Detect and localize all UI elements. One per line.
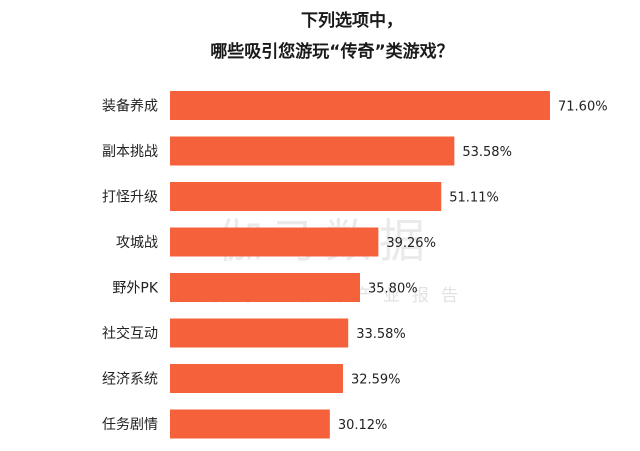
chart-title-line-1: 下列选项中， <box>301 10 403 31</box>
bar-4 <box>170 227 379 257</box>
category-label-4: 攻城战 <box>116 235 158 251</box>
chart-title: 下列选项中， 哪些吸引您游玩“传奇”类游戏？ <box>210 10 453 62</box>
value-label-2: 53.58% <box>462 145 512 160</box>
category-label-2: 副本挑战 <box>102 144 158 160</box>
category-label-1: 装备养成 <box>102 98 158 115</box>
bar-1 <box>170 91 550 120</box>
value-label-6: 33.58% <box>356 327 406 342</box>
value-label-1: 71.60% <box>558 100 608 115</box>
value-label-8: 30.12% <box>338 418 388 433</box>
value-label-5: 35.80% <box>368 282 418 297</box>
value-label-4: 39.26% <box>386 236 436 251</box>
bar-2 <box>170 136 455 166</box>
bar-3 <box>170 182 442 211</box>
bars: 装备养成 71.60% 副本挑战 53.58% 打怪升级 51.11% 攻城战 39.26% 野… <box>102 91 608 439</box>
value-label-3: 51.11% <box>449 191 499 206</box>
category-label-6: 社交互动 <box>102 325 158 342</box>
category-label-8: 任务剧情 <box>102 417 158 433</box>
category-label-3: 打怪升级 <box>102 189 158 206</box>
category-label-7: 经济系统 <box>102 372 158 388</box>
bar-6 <box>170 318 349 348</box>
bar-8 <box>170 409 330 439</box>
value-label-7: 32.59% <box>351 373 401 388</box>
chart-title-line-2: 哪些吸引您游玩“传奇”类游戏？ <box>210 41 453 62</box>
bar-7 <box>170 364 343 393</box>
bar-5 <box>170 273 360 302</box>
category-label-5: 野外PK <box>112 281 158 297</box>
